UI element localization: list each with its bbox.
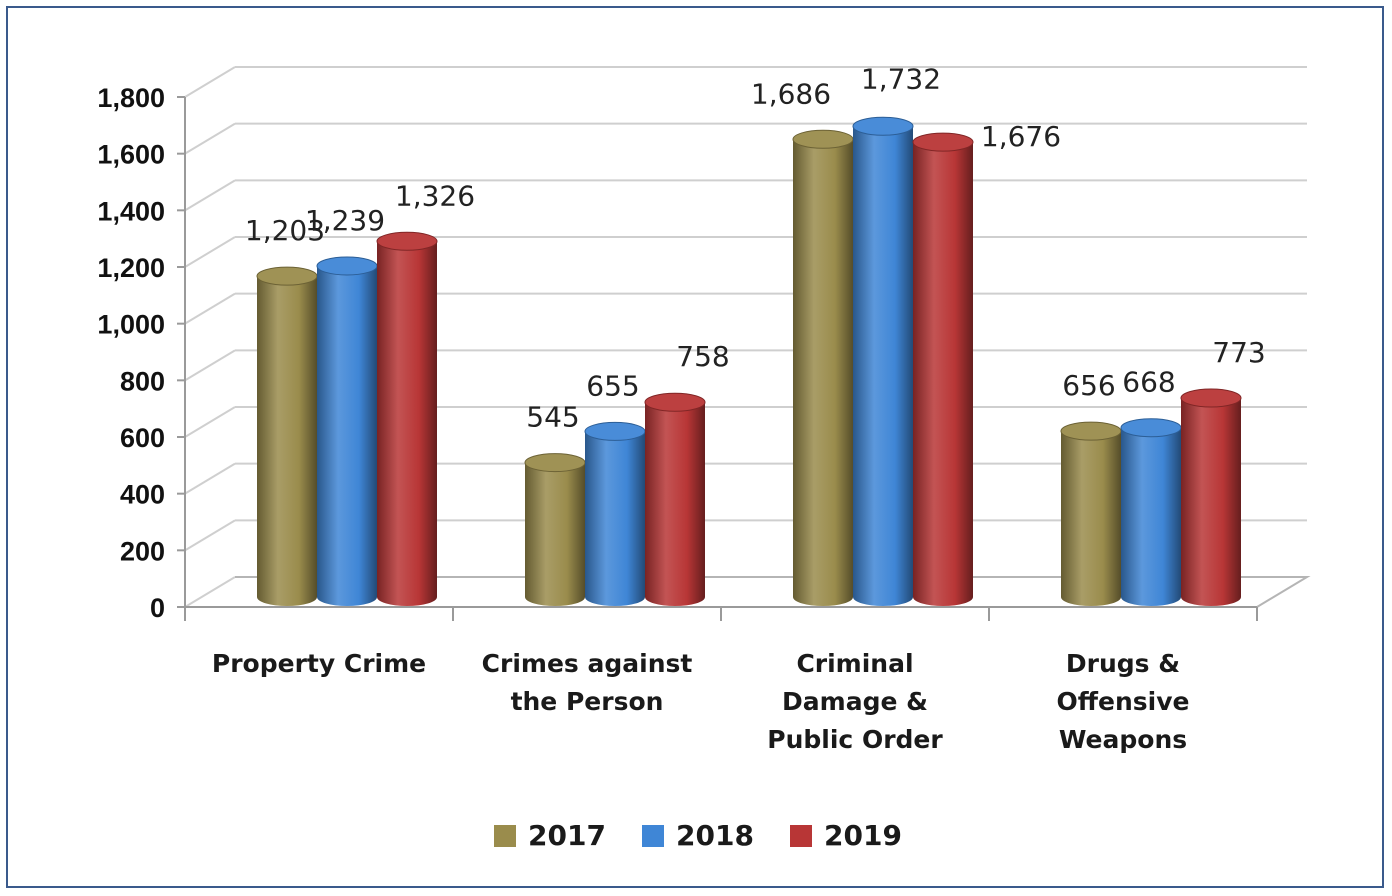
- bar: [1180, 388, 1242, 606]
- y-tick-label: 1,400: [97, 196, 165, 226]
- data-label: 1,732: [861, 62, 941, 95]
- bar: [316, 256, 378, 606]
- bar: [912, 132, 974, 606]
- legend-label: 2018: [676, 819, 754, 852]
- data-label: 1,326: [395, 179, 475, 212]
- legend-label: 2017: [528, 819, 606, 852]
- data-label: 545: [526, 401, 579, 434]
- data-label: 655: [586, 369, 639, 402]
- bar: [1120, 418, 1182, 606]
- bar: [1060, 421, 1122, 606]
- y-tick-label: 1,200: [97, 253, 165, 283]
- legend-item: 2019: [790, 819, 902, 852]
- y-tick-label: 400: [120, 480, 165, 510]
- data-label: 1,676: [981, 120, 1061, 153]
- y-tick-label: 1,800: [97, 83, 165, 113]
- data-label: 1,686: [751, 77, 831, 110]
- y-tick-label: 1,600: [97, 140, 165, 170]
- bar: [644, 392, 706, 606]
- axes: 0 200 400 600 800 1,000 1,200 1,400 1,600 1,800 Pr…: [97, 83, 1258, 754]
- legend-swatch: [642, 825, 664, 847]
- category-label: Drugs & Offensive Weapons: [1057, 649, 1190, 754]
- y-tick-label: 600: [120, 423, 165, 453]
- category-label: Property Crime: [212, 649, 426, 678]
- gridline: [184, 66, 1307, 98]
- gridline: [184, 179, 1307, 212]
- bar: [584, 421, 646, 606]
- category-label: Crimes against the Person: [482, 649, 693, 716]
- data-label: 656: [1062, 369, 1115, 402]
- legend: 2017 2018 2019: [494, 819, 902, 852]
- data-label: 1,203: [245, 214, 325, 247]
- bar: [524, 453, 586, 606]
- legend-item: 2017: [494, 819, 606, 852]
- y-tick-label: 800: [120, 366, 165, 396]
- category-label: Criminal Damage & Public Order: [767, 649, 943, 754]
- y-tick-label: 0: [150, 593, 165, 623]
- legend-item: 2018: [642, 819, 754, 852]
- data-label: 668: [1122, 366, 1175, 399]
- bar: [256, 266, 318, 606]
- gridline: [184, 122, 1307, 155]
- legend-swatch: [494, 825, 516, 847]
- y-tick-label: 200: [120, 536, 165, 566]
- bar: [852, 116, 914, 607]
- bars: [256, 116, 1242, 607]
- data-label: 758: [676, 340, 729, 373]
- bar: [376, 231, 438, 607]
- data-label: 773: [1212, 336, 1265, 369]
- legend-swatch: [790, 825, 812, 847]
- data-label: 1,239: [305, 204, 385, 237]
- y-tick-label: 1,000: [97, 310, 165, 340]
- gridline: [184, 576, 236, 608]
- bar: [792, 129, 854, 607]
- legend-label: 2019: [824, 819, 902, 852]
